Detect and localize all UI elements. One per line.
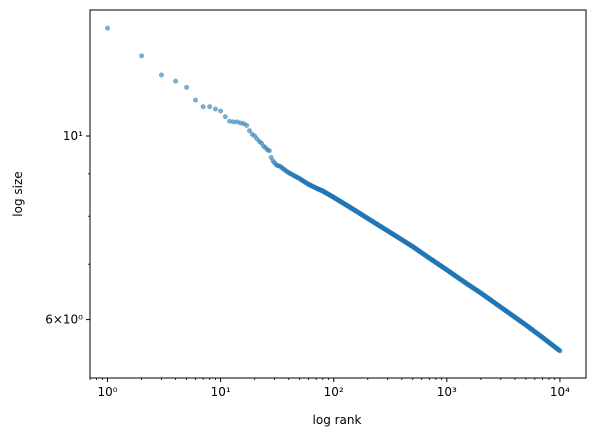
data-point <box>244 122 250 128</box>
data-point <box>218 108 224 114</box>
y-tick-label: 10¹ <box>63 129 83 143</box>
y-axis-label: log size <box>11 171 25 216</box>
data-point <box>557 348 563 354</box>
data-point <box>105 25 111 31</box>
data-point <box>184 84 190 90</box>
data-point <box>200 104 206 110</box>
data-point <box>173 78 179 84</box>
data-point <box>266 148 272 154</box>
x-tick-label: 10⁴ <box>550 385 570 399</box>
data-point <box>193 97 199 103</box>
data-point <box>212 106 218 112</box>
data-point <box>227 118 233 124</box>
x-axis-ticks: 10⁰ 10¹ 10² 10³ 10⁴ <box>89 378 570 399</box>
x-tick-label: 10² <box>324 385 344 399</box>
data-point <box>222 114 228 120</box>
data-points <box>105 25 563 354</box>
x-axis-label: log rank <box>313 413 362 427</box>
plot-frame <box>89 9 587 379</box>
data-point <box>231 119 237 125</box>
y-axis-ticks: 10¹ 6×10⁰ <box>45 129 90 327</box>
data-point <box>158 72 164 78</box>
x-tick-label: 10⁰ <box>97 385 117 399</box>
data-point <box>139 53 145 59</box>
plot-background <box>90 10 586 378</box>
data-point <box>247 128 252 134</box>
x-tick-label: 10¹ <box>211 385 231 399</box>
y-tick-label: 6×10⁰ <box>45 313 83 327</box>
x-tick-label: 10³ <box>437 385 457 399</box>
data-point <box>207 104 213 110</box>
